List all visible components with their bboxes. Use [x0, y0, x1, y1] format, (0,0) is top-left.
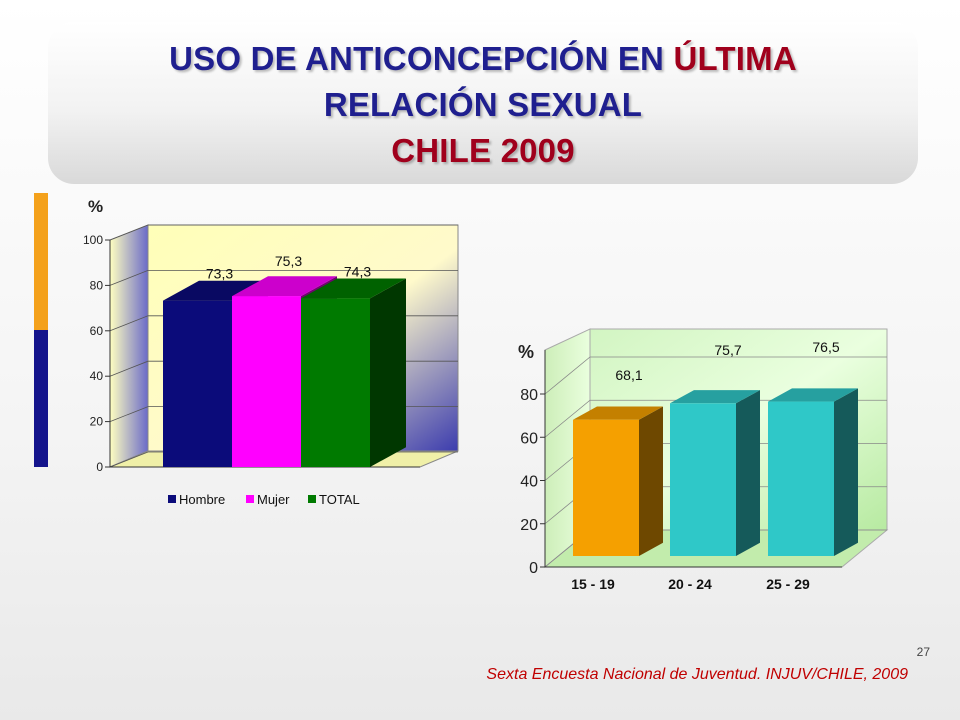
bar-total-top [301, 278, 406, 299]
legend-swatch [308, 495, 316, 503]
data-label: 73,3 [206, 266, 233, 282]
accent-bar-blue [34, 330, 48, 467]
source-citation: Sexta Encuesta Nacional de Juventud. INJ… [486, 666, 908, 683]
bar-0-top [573, 406, 663, 420]
bar-1 [670, 403, 736, 556]
gridline [544, 356, 887, 395]
x-tick-label: 20 - 24 [668, 576, 712, 592]
y-axis-label: % [88, 197, 103, 216]
y-tick-label: 20 [520, 517, 538, 534]
x-tick-label: 25 - 29 [766, 576, 810, 592]
bar-1-top [670, 390, 760, 404]
legend-label: Mujer [257, 492, 290, 507]
bar-total [301, 298, 370, 467]
legend-label: TOTAL [319, 492, 360, 507]
bar-2-side [834, 388, 858, 556]
gridline [109, 269, 458, 286]
data-label: 76,5 [812, 339, 839, 355]
bar-0-side [639, 406, 663, 556]
y-tick-label: 80 [520, 387, 538, 404]
y-tick-label: 0 [96, 460, 103, 474]
y-tick-label: 20 [90, 415, 104, 429]
legend-label: Hombre [179, 492, 225, 507]
bar-2 [768, 401, 834, 556]
bar-hombre [163, 300, 232, 467]
chart-by-age: 0 20 40 60 80% 68,1 75,7 76,5 15 - 19 20 - 24 25 -… [518, 328, 889, 592]
title-line-3: CHILE 2009 [391, 132, 575, 169]
title-part-1: USO DE ANTICONCEPCIÓN EN [169, 40, 674, 77]
title-part-2: ÚLTIMA [673, 40, 797, 77]
data-label: 68,1 [615, 367, 642, 383]
x-tick-label: 15 - 19 [571, 576, 615, 592]
gridline [109, 224, 458, 241]
y-tick-label: 60 [90, 324, 104, 338]
y-tick-label: 80 [90, 278, 104, 292]
accent-bar-orange [34, 193, 48, 330]
y-tick-label: 0 [529, 560, 538, 577]
bar-2-top [768, 388, 858, 402]
title-line-1: USO DE ANTICONCEPCIÓN EN ÚLTIMA [48, 40, 918, 78]
bar-hombre-top [163, 280, 268, 301]
bar-mujer-top [232, 276, 337, 297]
y-tick-label: 60 [520, 430, 538, 447]
bar-total-side [370, 278, 406, 467]
title-line-2: RELACIÓN SEXUAL [323, 86, 643, 123]
bar-1-side [736, 390, 760, 556]
data-label: 74,3 [344, 263, 371, 279]
y-axis-label: % [518, 342, 534, 362]
y-tick-label: 40 [90, 369, 104, 383]
title-panel [48, 22, 918, 184]
chart-by-sex: 0 20 40 60 80 100% 73,3 75,3 74,3 Hombre Mujer TOTA… [83, 197, 459, 507]
data-label: 75,3 [275, 253, 302, 269]
y-tick-label: 40 [520, 474, 538, 491]
legend-swatch [246, 495, 254, 503]
page-number: 27 [916, 645, 930, 659]
data-label: 75,7 [714, 342, 741, 358]
side-wall [109, 224, 149, 468]
y-tick-label: 100 [83, 233, 103, 247]
bar-mujer [232, 296, 301, 467]
legend-swatch [168, 495, 176, 503]
bar-0 [573, 419, 639, 556]
